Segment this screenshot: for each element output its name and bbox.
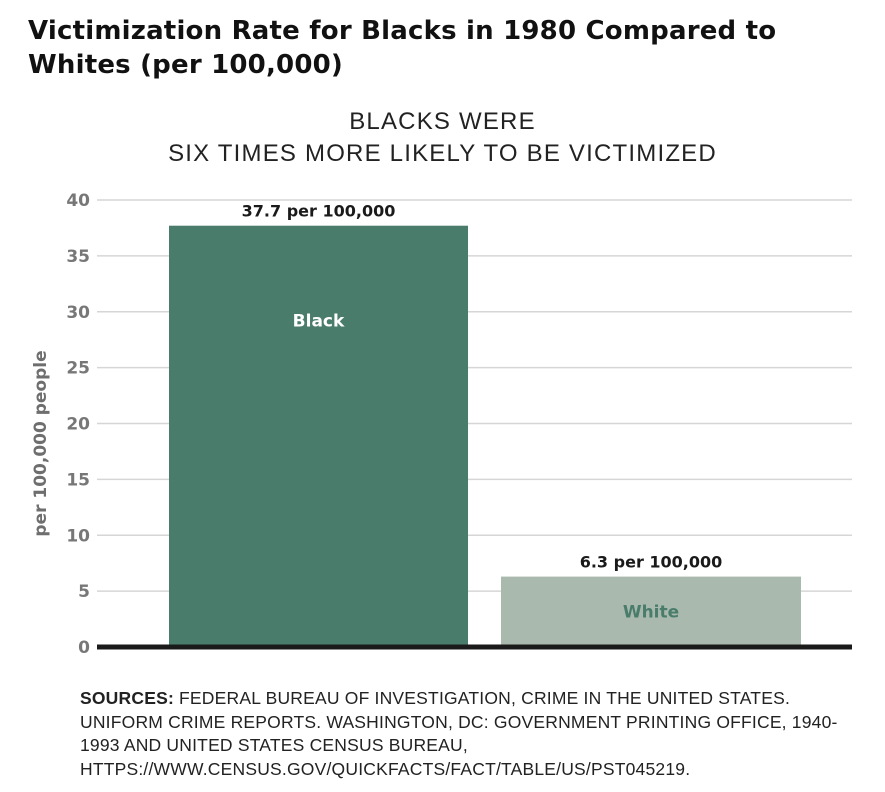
y-tick-label: 15 bbox=[66, 470, 90, 490]
y-tick-label: 10 bbox=[66, 526, 90, 546]
data-label-black: 37.7 per 100,000 bbox=[242, 202, 396, 221]
y-tick-label: 5 bbox=[78, 582, 90, 602]
y-tick-label: 40 bbox=[66, 191, 90, 211]
data-label-white: 6.3 per 100,000 bbox=[580, 553, 723, 572]
y-tick-label: 20 bbox=[66, 415, 90, 435]
chart-subtitle: BLACKS WERE SIX TIMES MORE LIKELY TO BE … bbox=[0, 106, 885, 170]
y-axis-ticks: 0 5 10 15 20 25 30 35 40 bbox=[66, 191, 90, 658]
bar-white bbox=[501, 576, 801, 647]
bar-label-black: Black bbox=[293, 312, 345, 332]
subtitle-line-2: SIX TIMES MORE LIKELY TO BE VICTIMIZED bbox=[168, 140, 717, 167]
sources-note: SOURCES: FEDERAL BUREAU OF INVESTIGATION… bbox=[80, 687, 870, 781]
y-tick-label: 25 bbox=[66, 359, 90, 379]
y-tick-label: 30 bbox=[66, 303, 90, 323]
bar-label-white: White bbox=[623, 603, 679, 623]
sources-lead: SOURCES: bbox=[80, 688, 174, 708]
y-tick-label: 0 bbox=[78, 638, 90, 658]
bar-black bbox=[169, 225, 468, 647]
bars: 37.7 per 100,000 Black 6.3 per 100,000 Whit… bbox=[169, 202, 801, 647]
y-axis-label: per 100,000 people bbox=[31, 350, 51, 536]
chart-title: Victimization Rate for Blacks in 1980 Co… bbox=[28, 16, 777, 80]
subtitle-line-1: BLACKS WERE bbox=[349, 108, 536, 135]
y-tick-label: 35 bbox=[66, 247, 90, 267]
sources-text: FEDERAL BUREAU OF INVESTIGATION, CRIME I… bbox=[80, 688, 838, 779]
